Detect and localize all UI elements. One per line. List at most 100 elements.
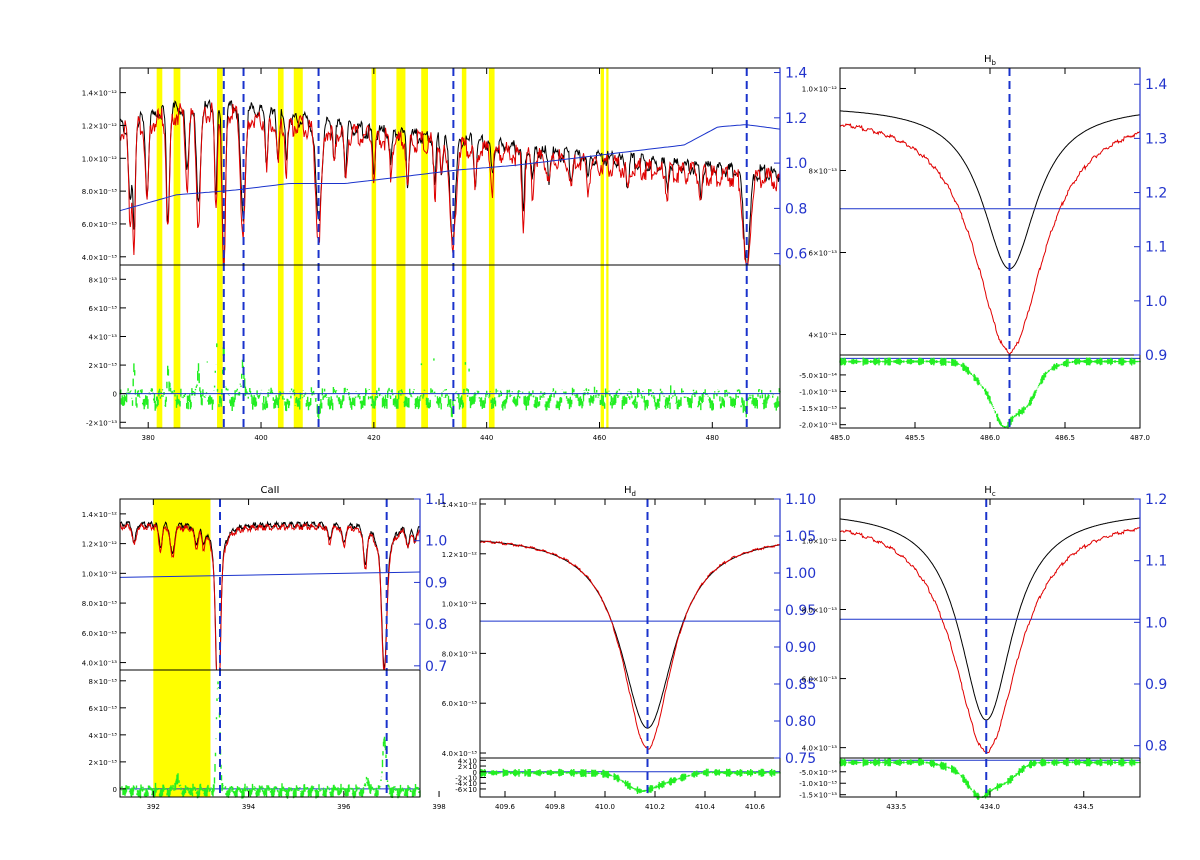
right-tick-label: 0.95 [785, 603, 816, 619]
right-tick-label: 1.0 [1145, 615, 1167, 631]
right-tick-label: 1.1 [1145, 240, 1167, 256]
residual-y-tick-label: 8×10⁻¹³ [88, 276, 117, 284]
right-tick-label: 1.05 [785, 529, 816, 545]
residual-y-tick-label: 4×10⁻¹³ [88, 333, 117, 341]
right-tick-label: 0.9 [1145, 348, 1167, 364]
highlight-band [156, 68, 163, 428]
residual-y-tick-label: 0 [473, 769, 477, 777]
x-tick-label: 400 [254, 434, 267, 442]
right-tick-label: 0.75 [785, 751, 816, 767]
panel-title-sub: d [632, 490, 636, 498]
x-tick-label: 434.5 [1074, 803, 1094, 811]
model-spectrum [839, 123, 1141, 355]
right-tick-label: 0.6 [785, 247, 807, 263]
residual-y-tick-label: 0 [113, 786, 117, 794]
right-tick-label: 1.2 [1145, 186, 1167, 202]
x-tick-label: 394 [242, 803, 256, 811]
right-tick-label: 1.10 [785, 492, 816, 508]
highlight-band [371, 68, 377, 428]
residual-y-tick-label: 0 [113, 391, 117, 399]
residual-y-tick-label: 8×10⁻¹³ [88, 678, 117, 686]
y-tick-label: 8×10⁻¹³ [808, 168, 837, 176]
y-tick-label: 6×10⁻¹³ [808, 250, 837, 258]
y-tick-label: 1.0×10⁻¹² [82, 155, 117, 163]
right-tick-label: 0.85 [785, 677, 816, 693]
y-tick-label: 6.0×10⁻¹³ [82, 630, 117, 638]
residual-y-tick-label: -6×10 [455, 786, 477, 794]
highlight-band [461, 68, 467, 428]
right-tick-label: 0.8 [425, 617, 447, 633]
residual-y-tick-label: 4×10 [458, 757, 477, 765]
right-tick-label: 0.9 [425, 575, 447, 591]
y-tick-label: 8.0×10⁻¹³ [802, 607, 837, 615]
model-spectrum [839, 526, 1141, 755]
y-tick-label: 8.0×10⁻¹³ [82, 188, 117, 196]
residual-y-tick-label: -1.5×10⁻¹³ [799, 792, 837, 800]
y-tick-label: 1.2×10⁻¹² [82, 541, 117, 549]
residual-y-tick-label: 4×10⁻¹³ [88, 732, 117, 740]
y-tick-label: 1.4×10⁻¹² [82, 511, 117, 519]
panel-title: Hd [624, 485, 636, 498]
overview-panel: 380 400 420 440 460 480 4.0×10⁻¹³ 6.0×10⁻¹³ 8.0×… [82, 66, 808, 442]
panel-title-main: H [984, 54, 992, 65]
panel-title-sub: b [992, 59, 997, 67]
highlight-band [277, 68, 284, 428]
y-tick-label: 1.2×10⁻¹² [82, 122, 117, 130]
residual-y-tick-label: -4×10 [455, 780, 477, 788]
x-tick-label: 398 [432, 803, 445, 811]
y-tick-label: 6.0×10⁻¹³ [802, 676, 837, 684]
residual-y-tick-label: -2×10 [455, 775, 477, 783]
y-tick-label: 8.0×10⁻¹³ [442, 650, 477, 658]
y-tick-label: 4.0×10⁻¹³ [442, 750, 477, 758]
x-tick-label: 392 [147, 803, 160, 811]
y-tick-label: 4.0×10⁻¹³ [82, 660, 117, 668]
residual-y-tick-label: 6×10⁻¹³ [88, 705, 117, 713]
right-tick-label: 1.4 [1145, 77, 1167, 93]
y-tick-label: 6.0×10⁻¹³ [442, 700, 477, 708]
residual-y-tick-label: -1.0×10⁻¹³ [799, 780, 837, 788]
right-tick-label: 0.8 [1145, 739, 1167, 755]
residual-y-tick-label: 2×10⁻¹³ [88, 362, 117, 370]
hd-panel: 409.6 409.8 410.0 410.2 410.4 410.6 4.0×10⁻¹³ 6… [442, 485, 816, 811]
x-tick-label: 409.8 [545, 803, 565, 811]
right-tick-label: 0.80 [785, 714, 816, 730]
right-tick-label: 1.0 [785, 156, 807, 172]
x-tick-label: 486.5 [1055, 434, 1075, 442]
right-tick-label: 1.00 [785, 566, 816, 582]
y-tick-label: 1.4×10⁻¹² [442, 501, 477, 509]
x-tick-label: 396 [337, 803, 351, 811]
x-tick-label: 410.6 [745, 803, 766, 811]
ratio-curve [119, 571, 421, 578]
x-tick-label: 409.6 [495, 803, 516, 811]
panel-title-main: H [624, 485, 632, 496]
right-tick-label: 0.9 [1145, 677, 1167, 693]
highlight-band [293, 68, 303, 428]
y-tick-label: 4.0×10⁻¹³ [82, 254, 117, 262]
highlight-band [217, 68, 223, 428]
y-tick-label: 6.0×10⁻¹³ [82, 221, 117, 229]
observed-spectrum [840, 110, 1141, 270]
x-tick-label: 440 [480, 434, 493, 442]
right-tick-label: 1.4 [785, 66, 807, 82]
observed-spectrum [839, 517, 1141, 721]
panel-title: CaII [260, 485, 279, 496]
highlight-band [396, 68, 406, 428]
right-tick-label: 1.2 [1145, 492, 1167, 508]
panel-title-main: H [984, 485, 992, 496]
residual-y-tick-label: -2×10⁻¹³ [86, 419, 117, 427]
x-tick-label: 434.0 [980, 803, 1000, 811]
y-tick-label: 1.4×10⁻¹² [82, 90, 117, 98]
y-tick-label: 4.0×10⁻¹³ [802, 745, 837, 753]
right-tick-label: 1.2 [785, 111, 807, 127]
residual-y-tick-label: -5.0×10⁻¹⁴ [799, 769, 837, 777]
y-tick-label: 8.0×10⁻¹³ [82, 600, 117, 608]
highlight-band [421, 68, 428, 428]
highlight-band [153, 499, 211, 797]
x-tick-label: 480 [706, 434, 719, 442]
model-spectrum [119, 522, 421, 671]
residual-y-tick-label: 6×10⁻¹³ [88, 305, 117, 313]
x-tick-label: 485.0 [830, 434, 850, 442]
x-tick-label: 433.5 [886, 803, 906, 811]
x-tick-label: 485.5 [905, 434, 925, 442]
